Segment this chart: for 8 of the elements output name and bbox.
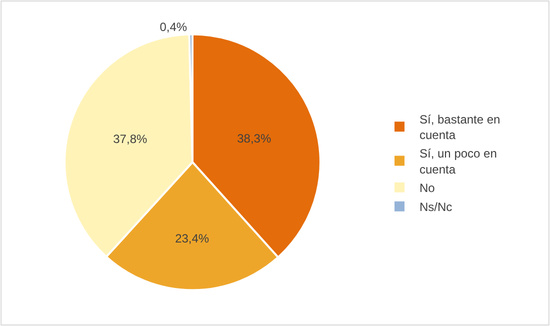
legend-label: Ns/Nc bbox=[420, 200, 452, 214]
legend-label: No bbox=[420, 181, 436, 196]
data-label: 38,3% bbox=[237, 131, 272, 146]
data-label: 37,8% bbox=[113, 132, 148, 146]
data-label: 0,4% bbox=[160, 20, 188, 34]
data-label: 23,4% bbox=[175, 232, 210, 246]
legend-label: Sí, bastante en cuenta bbox=[420, 112, 500, 142]
legend-label: Sí, un poco en cuenta bbox=[420, 146, 497, 176]
